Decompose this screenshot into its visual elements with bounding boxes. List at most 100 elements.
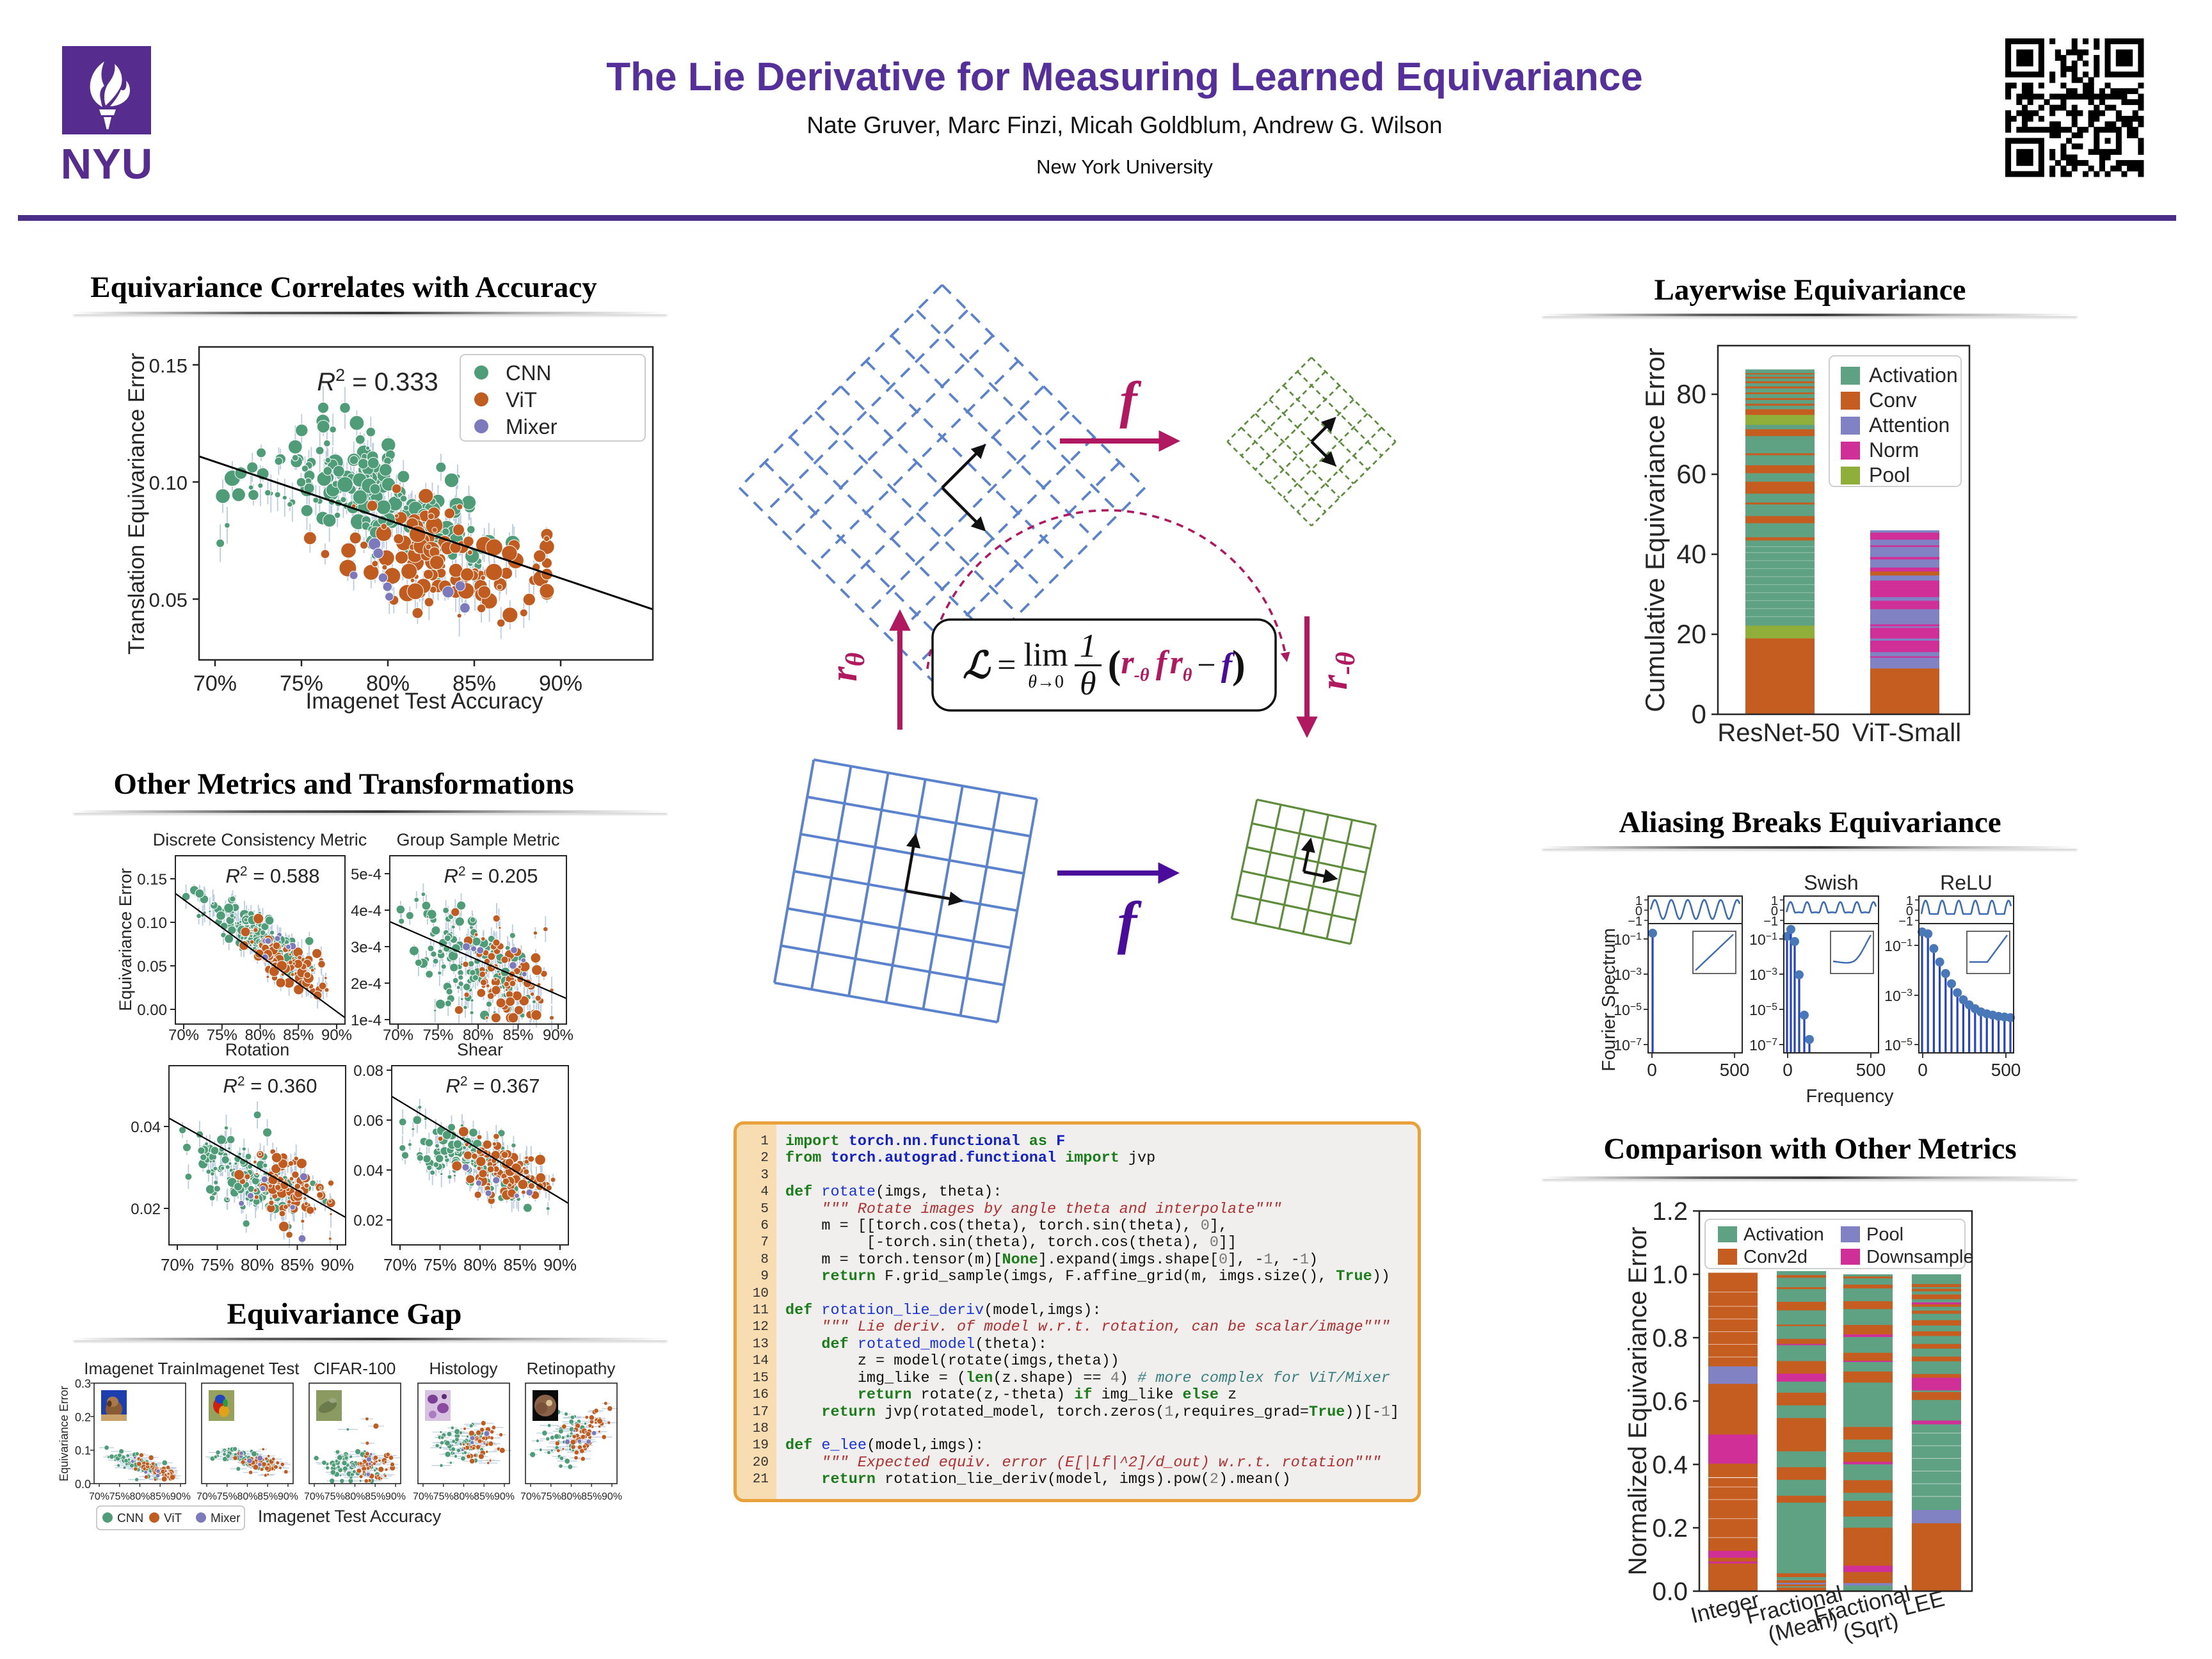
svg-text:0: 0 [1918, 1060, 1928, 1080]
svg-text:500: 500 [1991, 1060, 2021, 1080]
svg-text:0.0: 0.0 [75, 1478, 91, 1491]
svg-text:85%: 85% [502, 1027, 533, 1044]
svg-text:Mixer: Mixer [211, 1512, 241, 1525]
svg-text:85%: 85% [474, 1491, 494, 1502]
svg-text:0.02: 0.02 [353, 1212, 383, 1230]
svg-text:Translation Equivariance Error: Translation Equivariance Error [124, 353, 149, 655]
svg-text:90%: 90% [494, 1491, 515, 1502]
svg-text:85%: 85% [150, 1491, 170, 1502]
svg-text:0.05: 0.05 [137, 958, 167, 975]
svg-text:90%: 90% [321, 1027, 352, 1044]
svg-text:5e-4: 5e-4 [351, 866, 381, 883]
svg-text:Group Sample Metric: Group Sample Metric [396, 830, 559, 849]
svg-text:0.10: 0.10 [149, 472, 188, 494]
svg-text:Pool: Pool [1869, 463, 1910, 486]
svg-text:85%: 85% [365, 1491, 385, 1502]
svg-text:ViT-Small: ViT-Small [1852, 719, 1961, 747]
svg-text:0.15: 0.15 [149, 355, 188, 377]
svg-text:75%: 75% [207, 1027, 237, 1044]
svg-text:20: 20 [1676, 619, 1706, 649]
svg-text:0.2: 0.2 [1652, 1514, 1688, 1543]
svg-text:0.04: 0.04 [353, 1162, 383, 1180]
svg-text:75%: 75% [541, 1491, 561, 1502]
svg-text:0: 0 [1783, 1060, 1793, 1080]
svg-text:ViT: ViT [164, 1512, 182, 1525]
svg-text:85%: 85% [283, 1027, 314, 1044]
svg-text:80%: 80% [453, 1491, 474, 1502]
svg-text:90%: 90% [278, 1491, 298, 1502]
svg-text:70%: 70% [161, 1255, 194, 1274]
svg-text:0: 0 [1692, 699, 1706, 729]
svg-text:R2 = 0.360: R2 = 0.360 [223, 1074, 317, 1098]
svg-text:f: f [1118, 890, 1142, 955]
svg-text:90%: 90% [170, 1491, 191, 1502]
svg-text:80: 80 [1676, 379, 1706, 409]
svg-text:Rotation: Rotation [225, 1040, 290, 1059]
svg-text:Cumulative Equivariance Error: Cumulative Equivariance Error [1640, 348, 1670, 712]
svg-text:10−5: 10−5 [1884, 1037, 1912, 1054]
svg-text:90%: 90% [543, 1255, 577, 1274]
svg-text:10−7: 10−7 [1614, 1037, 1642, 1054]
svg-text:80%: 80% [561, 1491, 581, 1502]
svg-text:1: 1 [1771, 894, 1778, 908]
svg-text:75%: 75% [433, 1491, 454, 1502]
svg-text:R2 = 0.367: R2 = 0.367 [446, 1074, 540, 1098]
svg-text:r-θ: r-θ [1313, 652, 1361, 689]
svg-text:−1: −1 [1763, 915, 1778, 929]
svg-text:75%: 75% [422, 1027, 453, 1044]
svg-text:Attention: Attention [1869, 413, 1950, 437]
svg-text:80%: 80% [129, 1491, 150, 1502]
svg-text:75%: 75% [325, 1491, 345, 1502]
svg-text:70%: 70% [383, 1027, 413, 1044]
svg-text:40: 40 [1676, 539, 1706, 569]
svg-text:85%: 85% [453, 671, 496, 696]
svg-text:Mixer: Mixer [506, 415, 557, 438]
svg-text:Downsample: Downsample [1866, 1247, 1974, 1267]
svg-text:Pool: Pool [1866, 1224, 1903, 1245]
svg-text:10−3: 10−3 [1614, 966, 1642, 984]
svg-text:70%: 70% [383, 1255, 417, 1274]
svg-text:0.3: 0.3 [75, 1377, 91, 1390]
svg-text:Normalized Equivariance Error: Normalized Equivariance Error [1624, 1227, 1652, 1576]
svg-text:Fourier Spectrum: Fourier Spectrum [1599, 928, 1619, 1071]
svg-text:Retinopathy: Retinopathy [527, 1359, 616, 1378]
svg-text:80%: 80% [344, 1491, 365, 1502]
svg-text:Equivariance Error: Equivariance Error [58, 1386, 70, 1481]
svg-text:R2 = 0.333: R2 = 0.333 [317, 365, 438, 396]
svg-text:85%: 85% [503, 1255, 536, 1274]
svg-text:Equivariance Error: Equivariance Error [116, 868, 135, 1011]
svg-text:85%: 85% [581, 1491, 602, 1502]
svg-text:70%: 70% [520, 1491, 541, 1502]
svg-text:1.0: 1.0 [1652, 1261, 1688, 1289]
svg-text:1.2: 1.2 [1652, 1198, 1688, 1226]
svg-text:1: 1 [1906, 894, 1913, 908]
svg-text:80%: 80% [244, 1027, 275, 1044]
svg-text:0.4: 0.4 [1652, 1451, 1688, 1479]
svg-text:Imagenet Test: Imagenet Test [195, 1359, 300, 1378]
svg-text:0.00: 0.00 [137, 1002, 167, 1019]
svg-text:0.6: 0.6 [1652, 1388, 1688, 1416]
svg-text:85%: 85% [280, 1255, 314, 1274]
svg-text:10−5: 10−5 [1749, 1002, 1777, 1019]
svg-text:1: 1 [1635, 894, 1642, 908]
svg-text:10−3: 10−3 [1884, 988, 1912, 1005]
svg-text:Shear: Shear [457, 1040, 503, 1059]
svg-text:Histology: Histology [429, 1359, 498, 1378]
svg-text:1e-4: 1e-4 [351, 1012, 381, 1029]
svg-text:90%: 90% [385, 1491, 406, 1502]
svg-text:80%: 80% [463, 1027, 493, 1044]
svg-text:75%: 75% [109, 1491, 130, 1502]
svg-text:Frequency: Frequency [1806, 1086, 1894, 1107]
svg-text:Swish: Swish [1804, 871, 1858, 894]
svg-text:0.0: 0.0 [1652, 1578, 1688, 1606]
svg-text:90%: 90% [321, 1255, 354, 1274]
svg-text:f: f [1119, 371, 1142, 429]
svg-text:75%: 75% [280, 671, 323, 696]
svg-text:60: 60 [1676, 459, 1706, 489]
svg-text:−1: −1 [1628, 915, 1642, 929]
svg-text:90%: 90% [539, 671, 582, 696]
svg-text:90%: 90% [543, 1027, 573, 1044]
svg-text:R2 = 0.588: R2 = 0.588 [226, 864, 320, 888]
svg-text:Imagenet Train: Imagenet Train [84, 1359, 195, 1378]
svg-text:2e-4: 2e-4 [351, 975, 381, 993]
